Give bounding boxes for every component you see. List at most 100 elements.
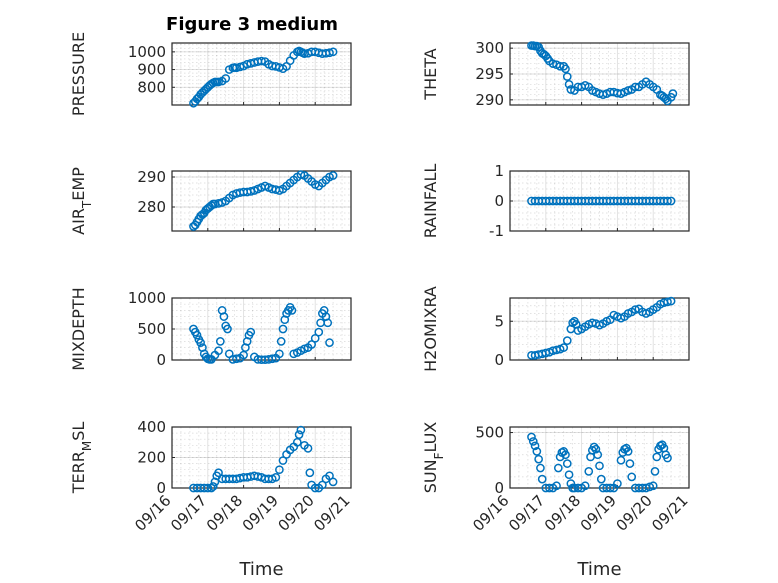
y-tick-label: 400: [137, 418, 166, 436]
y-tick-label: 1000: [128, 43, 166, 61]
y-axis-label: PRESSURE: [69, 32, 88, 116]
data-point: [221, 74, 231, 83]
y-axis-label: RAINFALL: [421, 164, 440, 239]
data-point: [219, 312, 229, 321]
y-tick-label: 295: [475, 65, 504, 83]
data-point: [596, 474, 606, 484]
data-point: [562, 336, 572, 345]
data-point: [561, 64, 570, 74]
data-point: [196, 338, 205, 347]
y-tick-label: 300: [475, 39, 504, 57]
data-point: [203, 483, 213, 493]
subplot-5: 0 500 1000 MIXDEPTH: [69, 287, 352, 371]
data-point: [207, 483, 216, 493]
data-point: [257, 56, 266, 66]
y-tick-label: 5: [494, 312, 504, 330]
data-point: [528, 437, 538, 446]
y-tick-label: 0: [494, 351, 504, 369]
data-point: [598, 90, 608, 100]
data-point: [305, 468, 315, 478]
x-tick-label: 09/16: [131, 492, 174, 535]
data-point: [232, 354, 241, 364]
y-axis-label: THETA: [421, 48, 440, 100]
data-point: [235, 62, 245, 72]
y-tick-label: 1: [494, 162, 504, 180]
data-point: [668, 89, 678, 98]
data-point: [584, 467, 594, 476]
x-tick-label: 09/19: [239, 492, 282, 535]
data-point: [530, 441, 540, 451]
y-tick-label: 0: [494, 192, 504, 210]
data-point: [589, 442, 599, 452]
data-point: [276, 337, 286, 346]
data-point: [562, 459, 572, 468]
y-axis-label: AIRTEMP: [69, 167, 94, 235]
x-axis-label: Time: [576, 559, 621, 580]
subplot-2: 290 295 300 THETA: [421, 39, 690, 109]
y-tick-label: 200: [137, 449, 166, 467]
y-tick-label: -1: [489, 222, 504, 240]
data-point: [536, 463, 545, 473]
data-point: [294, 430, 304, 439]
data-point: [630, 82, 640, 92]
data-point: [591, 444, 601, 454]
y-tick-label: 280: [137, 198, 166, 216]
data-point: [314, 327, 324, 337]
x-tick-label: 09/18: [203, 492, 246, 535]
data-point: [605, 483, 615, 493]
y-tick-label: 800: [137, 78, 166, 96]
x-tick-label: 09/20: [612, 492, 655, 535]
data-point: [661, 94, 671, 104]
data-point: [616, 455, 626, 465]
y-tick-label: 1000: [128, 289, 166, 307]
data-point: [623, 86, 633, 95]
x-tick-label: 09/21: [648, 492, 691, 535]
data-point: [562, 72, 572, 81]
data-point: [527, 432, 536, 442]
y-axis-label: TERRMSL: [69, 422, 94, 495]
data-point: [275, 349, 284, 359]
data-point: [650, 467, 660, 476]
x-tick-label: 09/16: [469, 492, 512, 535]
data-point: [271, 472, 281, 482]
data-point: [325, 471, 334, 481]
data-point: [663, 297, 672, 307]
data-point: [310, 333, 320, 343]
data-point: [246, 327, 256, 337]
y-tick-label: 290: [137, 168, 166, 186]
data-point: [287, 306, 297, 315]
data-point: [663, 196, 672, 206]
data-point: [310, 483, 320, 493]
data-point: [593, 450, 603, 460]
data-point: [652, 452, 662, 462]
data-point: [323, 318, 333, 328]
data-point: [559, 343, 569, 352]
data-point: [666, 296, 676, 306]
data-point: [625, 459, 635, 468]
data-point: [534, 454, 543, 464]
y-axis-label: MIXDEPTH: [69, 287, 88, 370]
y-tick-label: 0: [494, 479, 504, 497]
x-tick-label: 09/20: [274, 492, 317, 535]
data-point: [623, 447, 633, 456]
data-point: [613, 479, 622, 488]
y-tick-label: 900: [137, 61, 166, 79]
data-point: [645, 482, 654, 492]
data-point: [566, 85, 576, 94]
data-point: [278, 324, 288, 334]
x-tick-label: 09/17: [505, 492, 548, 535]
data-point: [208, 482, 218, 491]
x-axis-label: Time: [238, 559, 283, 580]
x-tick-label: 09/17: [167, 492, 210, 535]
x-tick-label: 09/18: [541, 492, 584, 535]
y-tick-label: 0: [156, 479, 166, 497]
data-point: [627, 472, 637, 482]
data-point: [275, 465, 284, 475]
data-point: [267, 354, 277, 364]
data-point: [548, 59, 558, 69]
data-point: [192, 330, 202, 340]
data-point: [552, 481, 561, 491]
